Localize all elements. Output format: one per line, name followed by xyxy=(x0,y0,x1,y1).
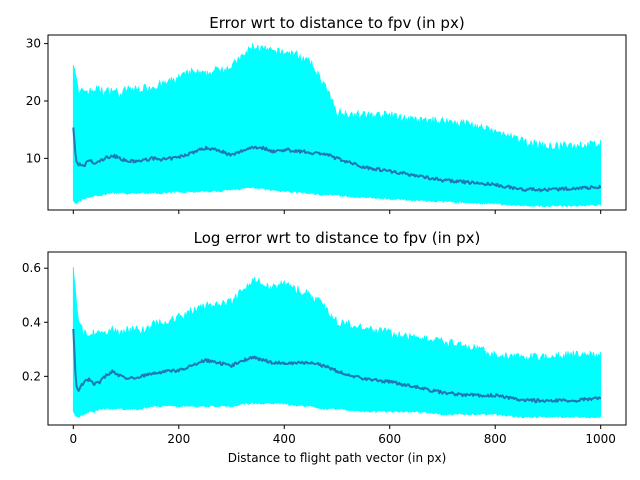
top-y-tick-label: 20 xyxy=(26,94,41,108)
bottom-x-tick-label: 0 xyxy=(69,432,77,446)
bottom-y-tick-label: 0.6 xyxy=(22,261,41,275)
bottom-x-ticks: 0 200 400 600 800 1000 xyxy=(69,425,616,446)
bottom-subplot: Log error wrt to distance to fpv (in px)… xyxy=(22,229,627,465)
top-x-ticks xyxy=(72,210,602,214)
bottom-y-tick-label: 0.4 xyxy=(22,315,41,329)
top-mean-line xyxy=(72,127,602,193)
top-subplot-title: Error wrt to distance to fpv (in px) xyxy=(209,14,464,32)
bottom-x-tick-label: 600 xyxy=(378,432,401,446)
top-subplot: Error wrt to distance to fpv (in px) 10 2… xyxy=(26,14,627,214)
bottom-y-ticks: 0.2 0.4 0.6 xyxy=(22,261,48,383)
top-error-band xyxy=(72,43,602,208)
bottom-x-tick-label: 1000 xyxy=(585,432,616,446)
bottom-subplot-title: Log error wrt to distance to fpv (in px) xyxy=(194,229,481,247)
bottom-x-tick-label: 800 xyxy=(484,432,507,446)
top-y-tick-label: 10 xyxy=(26,151,41,165)
top-y-tick-label: 30 xyxy=(26,37,41,51)
bottom-x-tick-label: 200 xyxy=(167,432,190,446)
bottom-y-tick-label: 0.2 xyxy=(22,369,41,383)
bottom-error-band xyxy=(72,267,602,419)
bottom-plot-frame xyxy=(47,251,627,426)
top-y-ticks: 10 20 30 xyxy=(26,37,48,165)
bottom-x-tick-label: 400 xyxy=(273,432,296,446)
top-plot-frame xyxy=(47,34,627,211)
bottom-mean-line xyxy=(72,328,602,404)
bottom-x-axis-label: Distance to flight path vector (in px) xyxy=(228,451,447,465)
